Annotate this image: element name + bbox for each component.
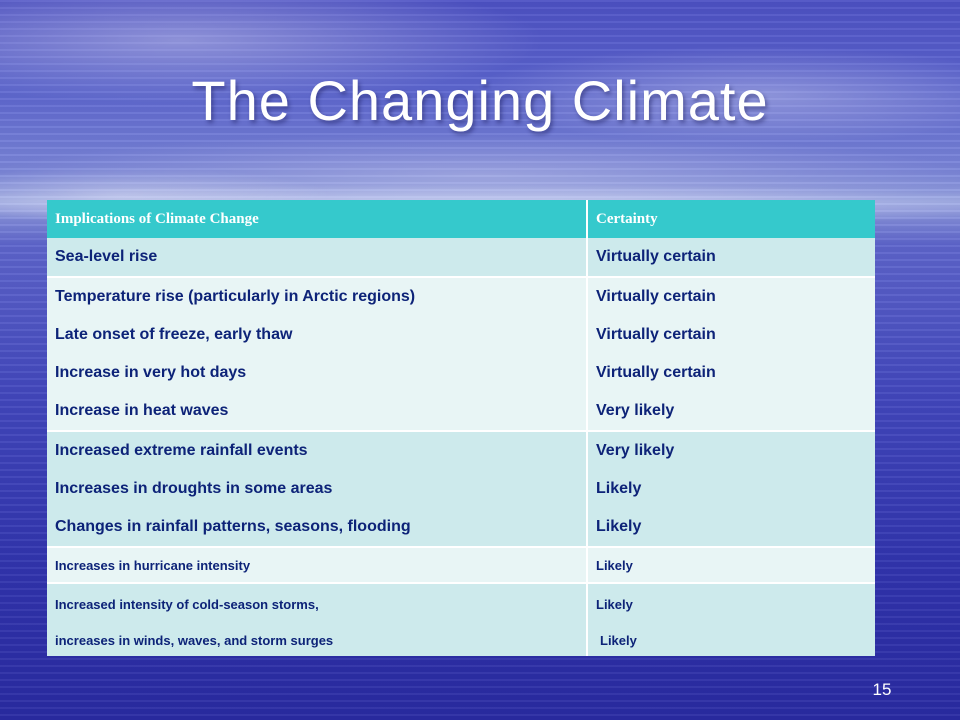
table-row: Changes in rainfall patterns, seasons, f… xyxy=(47,508,875,547)
table-row: Increase in very hot days Virtually cert… xyxy=(47,354,875,392)
table-row: Increases in droughts in some areas Like… xyxy=(47,470,875,508)
implication-cell: Increase in very hot days xyxy=(47,354,588,392)
implication-cell: Increased intensity of cold-season storm… xyxy=(47,582,588,624)
certainty-cell: Very likely xyxy=(587,392,875,431)
table-row: Late onset of freeze, early thaw Virtual… xyxy=(47,316,875,354)
implication-cell: Increases in hurricane intensity xyxy=(47,546,588,583)
table-row: Sea-level rise Virtually certain xyxy=(47,238,875,277)
certainty-cell: Virtually certain xyxy=(587,276,875,316)
implication-cell: increases in winds, waves, and storm sur… xyxy=(47,624,588,656)
certainty-cell: Very likely xyxy=(587,430,875,470)
certainty-cell: Likely xyxy=(587,624,875,656)
certainty-cell: Likely xyxy=(587,470,875,508)
certainty-cell: Virtually certain xyxy=(587,238,875,277)
implication-cell: Increases in droughts in some areas xyxy=(47,470,588,508)
header-certainty: Certainty xyxy=(587,200,875,238)
table-row: Increased intensity of cold-season storm… xyxy=(47,582,875,624)
table-row: increases in winds, waves, and storm sur… xyxy=(47,624,875,656)
table-row: Increase in heat waves Very likely xyxy=(47,392,875,431)
table-row: Increases in hurricane intensity Likely xyxy=(47,546,875,583)
certainty-cell: Virtually certain xyxy=(587,316,875,354)
implication-cell: Late onset of freeze, early thaw xyxy=(47,316,588,354)
certainty-cell: Likely xyxy=(587,508,875,547)
certainty-cell: Virtually certain xyxy=(587,354,875,392)
table-row: Increased extreme rainfall events Very l… xyxy=(47,430,875,470)
climate-implications-table: Implications of Climate Change Certainty… xyxy=(47,200,875,656)
implication-cell: Changes in rainfall patterns, seasons, f… xyxy=(47,508,588,547)
table-row: Temperature rise (particularly in Arctic… xyxy=(47,276,875,316)
implication-cell: Increased extreme rainfall events xyxy=(47,430,588,470)
slide-title: The Changing Climate xyxy=(191,69,769,132)
implication-cell: Sea-level rise xyxy=(47,238,588,277)
implication-cell: Increase in heat waves xyxy=(47,392,588,431)
page-number: 15 xyxy=(872,680,892,699)
header-implications: Implications of Climate Change xyxy=(47,200,588,238)
table-header-row: Implications of Climate Change Certainty xyxy=(47,200,875,238)
certainty-cell: Likely xyxy=(587,582,875,624)
certainty-cell: Likely xyxy=(587,546,875,583)
implication-cell: Temperature rise (particularly in Arctic… xyxy=(47,276,588,316)
